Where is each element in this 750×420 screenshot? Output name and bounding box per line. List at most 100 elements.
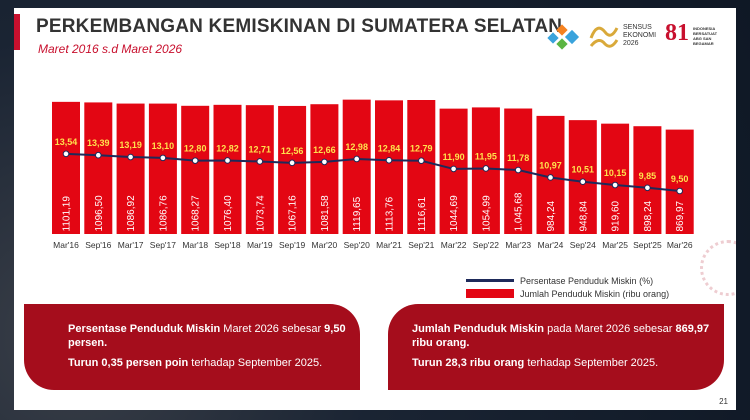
- logo-81-number: 81: [665, 20, 689, 46]
- line-value-label-11: 12,79: [410, 144, 433, 154]
- x-tick-label-17: Mar'25: [602, 240, 628, 250]
- x-tick-label-8: Mar'20: [312, 240, 338, 250]
- bar-value-label-16: 948,84: [578, 200, 589, 231]
- x-tick-label-19: Mar'26: [667, 240, 693, 250]
- chart-legend: Persentase Penduduk Miskin (%) Jumlah Pe…: [466, 274, 669, 300]
- x-tick-label-5: Sep'18: [214, 240, 240, 250]
- bar-value-label-0: 1101,19: [62, 196, 73, 232]
- x-tick-label-14: Mar'23: [505, 240, 531, 250]
- panel-right-line1: Jumlah Penduduk Miskin pada Maret 2026 s…: [412, 322, 714, 350]
- decorative-flower-icon: [700, 240, 736, 296]
- x-tick-label-3: Sep'17: [150, 240, 176, 250]
- x-tick-label-10: Mar'21: [376, 240, 402, 250]
- line-value-label-6: 12,71: [249, 144, 272, 154]
- bar-18: [633, 126, 662, 234]
- bar-value-label-1: 1096,50: [94, 195, 105, 232]
- page-subtitle: Maret 2016 s.d Maret 2026: [38, 42, 183, 56]
- bar-3: [148, 103, 177, 234]
- line-value-label-8: 12,66: [313, 145, 336, 155]
- bar-value-label-9: 1119,65: [352, 196, 363, 231]
- line-value-label-16: 10,51: [572, 165, 595, 175]
- x-tick-label-13: Sep'22: [473, 240, 499, 250]
- line-point-16: [579, 178, 587, 186]
- sensus-ekonomi-text: SENSUS EKONOMI 2026: [623, 24, 657, 47]
- line-value-label-17: 10,15: [604, 168, 627, 178]
- line-value-label-0: 13,54: [55, 137, 78, 147]
- line-value-label-12: 11,90: [443, 152, 465, 162]
- page-number: 21: [719, 397, 728, 406]
- line-point-13: [482, 165, 490, 172]
- line-value-label-18: 9,85: [639, 171, 657, 181]
- bar-9: [342, 99, 371, 234]
- bar-value-label-3: 1086,76: [158, 195, 169, 232]
- line-point-10: [385, 156, 393, 164]
- line-point-1: [95, 151, 102, 159]
- bar-value-label-2: 1086,92: [126, 195, 137, 232]
- line-value-label-3: 13,10: [152, 141, 175, 151]
- x-tick-label-0: Mar'16: [53, 240, 79, 250]
- line-value-label-7: 12,56: [281, 146, 304, 156]
- line-value-label-13: 11,95: [475, 151, 497, 161]
- x-tick-label-9: Sep'20: [344, 240, 370, 250]
- line-point-4: [191, 157, 199, 164]
- bar-0: [52, 101, 80, 234]
- legend-line-label: Persentase Penduduk Miskin (%): [520, 275, 654, 286]
- legend-bar-label: Jumlah Penduduk Miskin (ribu orang): [520, 288, 670, 299]
- x-tick-label-18: Sept'25: [633, 240, 662, 250]
- bar-17: [601, 123, 630, 234]
- x-tick-label-2: Mar'17: [118, 240, 144, 250]
- line-point-3: [159, 154, 167, 162]
- line-value-label-19: 9,50: [671, 174, 689, 184]
- x-tick-label-4: Mar'18: [182, 240, 208, 250]
- bar-10: [375, 100, 403, 234]
- bar-16: [568, 120, 597, 234]
- line-point-8: [321, 158, 328, 166]
- sensus-ekonomi-mark-icon: [589, 26, 619, 48]
- panel-right-bold3: Turun 28,3 ribu orang: [412, 357, 525, 369]
- bar-value-label-7: 1067,16: [288, 195, 299, 232]
- sensus-ekonomi-logo: SENSUS EKONOMI 2026: [587, 18, 659, 58]
- bar-value-label-13: 1054,99: [481, 195, 492, 232]
- panel-left-bold3: Turun 0,35 persen poin: [68, 357, 189, 369]
- bar-value-label-18: 898,24: [643, 200, 654, 231]
- panel-right-text2: terhadap September 2025.: [524, 357, 659, 369]
- bps-logo-icon: [547, 24, 580, 50]
- logo-group: SENSUS EKONOMI 2026 81 INDONESIA BERSATU…: [547, 18, 727, 58]
- indonesia-81-logo: 81 INDONESIA BERSATUAT ABG SAN BEGAMAR: [665, 18, 725, 58]
- bar-value-label-8: 1081,58: [320, 195, 331, 232]
- bar-value-label-15: 984,24: [546, 200, 557, 231]
- bar-value-label-14: 1.045,68: [514, 192, 525, 231]
- page-title: PERKEMBANGAN KEMISKINAN DI SUMATERA SELA…: [36, 16, 563, 37]
- panel-left-line2: Turun 0,35 persen poin terhadap Septembe…: [68, 356, 350, 370]
- bar-value-label-12: 1044,69: [449, 195, 460, 232]
- line-point-2: [127, 153, 134, 161]
- bar-value-label-19: 869,97: [675, 200, 686, 231]
- line-point-7: [288, 159, 296, 167]
- bar-value-label-4: 1068,27: [191, 195, 202, 232]
- line-point-0: [62, 150, 70, 158]
- line-point-9: [353, 155, 361, 163]
- line-point-12: [450, 165, 457, 173]
- panel-right-bold1: Jumlah Penduduk Miskin: [412, 323, 545, 335]
- summary-panel-count: Jumlah Penduduk Miskin pada Maret 2026 s…: [388, 304, 724, 390]
- x-tick-label-16: Sep'24: [570, 240, 596, 250]
- line-point-17: [611, 181, 619, 189]
- bar-1: [84, 102, 113, 234]
- x-tick-label-15: Mar'24: [538, 240, 564, 250]
- line-value-label-2: 13,19: [119, 140, 142, 150]
- bar-2: [116, 103, 145, 234]
- panel-left-bold2: 9,50 persen.: [68, 323, 346, 349]
- panel-left-text1: Maret 2026 sebesar: [220, 323, 325, 335]
- percentage-line: [65, 152, 680, 192]
- line-value-label-10: 12,84: [378, 143, 401, 153]
- x-tick-label-7: Sep'19: [279, 240, 305, 250]
- legend-line-swatch: [466, 279, 514, 282]
- poverty-chart: 1101,19 Mar'16 1096,50 Sep'16 1086,92 Mar'17 1…: [52, 99, 694, 250]
- bar-value-label-17: 919,60: [611, 200, 622, 231]
- bar-4: [181, 105, 210, 234]
- x-tick-label-1: Sep'16: [85, 240, 111, 250]
- line-value-label-15: 10,97: [539, 160, 562, 170]
- summary-panel-percentage: Persentase Penduduk Miskin Maret 2026 se…: [24, 304, 360, 390]
- panel-left-text2: terhadap September 2025.: [188, 357, 323, 369]
- logo-81-text: INDONESIA BERSATUAT ABG SAN BEGAMAR: [693, 26, 718, 46]
